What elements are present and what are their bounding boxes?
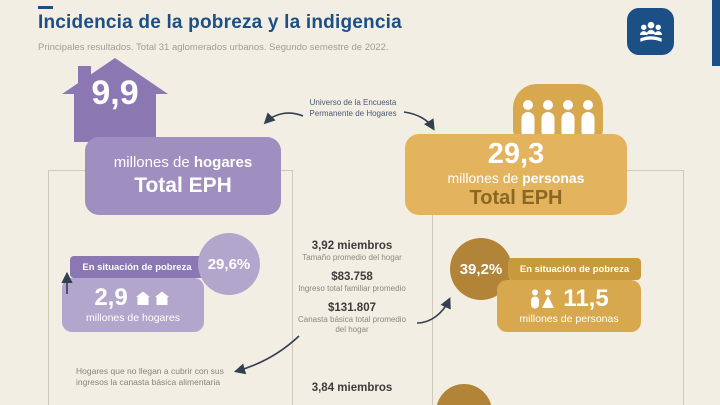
households-total-value: 9,9 (91, 74, 139, 112)
stat-basic-basket: $131.807 Canasta básica total promedio d… (272, 302, 432, 334)
stat-label: Canasta básica total promedio del hogar (297, 315, 407, 334)
households-poverty-label: En situación de pobreza (70, 256, 204, 278)
small-houses-icon (135, 291, 169, 305)
households-poverty-value: 2,9 (94, 284, 128, 311)
stat-family-income: $83.758 Ingreso total familiar promedio (272, 271, 432, 294)
small-people-icon (531, 289, 555, 309)
persons-total-value: 29,3 (487, 137, 545, 170)
households-unit-line: millones de hogares (114, 154, 252, 171)
persons-poverty-box: 11,5 millones de personas (497, 280, 641, 332)
households-poverty-unit: millones de hogares (86, 312, 180, 324)
persons-unit-line: millones de personas (448, 170, 585, 186)
page-title: Incidencia de la pobreza y la indigencia (38, 12, 402, 33)
persons-blob (513, 84, 603, 140)
households-unit-prefix: millones de (113, 154, 194, 171)
persons-poverty-label: En situación de pobreza (508, 258, 641, 280)
households-eph-label: Total EPH (134, 174, 232, 197)
stat-value: $131.807 (328, 302, 376, 314)
households-unit-bold: hogares (193, 154, 253, 171)
stat-household-size: 3,92 miembros Tamaño promedio del hogar (272, 240, 432, 263)
stat-label: Tamaño promedio del hogar (302, 253, 402, 262)
stat-value: $83.758 (331, 271, 373, 283)
indec-logo-badge (627, 8, 674, 55)
house-icon (62, 58, 168, 142)
universe-note-line2: Permanente de Hogares (309, 108, 397, 118)
universe-note: Universo de la Encuesta Permanente de Ho… (297, 98, 409, 120)
persons-total-box: 29,3 millones de personas Total EPH (405, 134, 627, 215)
people-group-icon (521, 100, 595, 138)
edge-accent-bar (712, 0, 720, 66)
persons-unit-prefix: millones de (447, 169, 523, 186)
persons-poverty-unit: millones de personas (519, 313, 619, 325)
universe-note-line1: Universo de la Encuesta (309, 98, 397, 107)
households-poverty-box: 2,9 millones de hogares (62, 278, 204, 332)
stat-value: 3,92 miembros (311, 240, 393, 252)
page-subtitle: Principales resultados. Total 31 aglomer… (38, 42, 389, 53)
households-poverty-pct-badge: 29,6% (198, 233, 260, 295)
header-tick (38, 6, 53, 9)
next-stat-value: 3,84 miembros (311, 382, 393, 394)
households-total-box: millones de hogares Total EPH (85, 137, 281, 215)
poverty-footnote: Hogares que no llegan a cubrir con sus i… (76, 366, 224, 388)
stat-label: Ingreso total familiar promedio (298, 284, 406, 293)
people-book-icon (639, 21, 662, 42)
persons-eph-label: Total EPH (469, 186, 563, 209)
persons-poverty-value: 11,5 (563, 285, 609, 312)
persons-unit-bold: personas (522, 169, 585, 186)
next-pct-badge-partial (436, 384, 492, 405)
